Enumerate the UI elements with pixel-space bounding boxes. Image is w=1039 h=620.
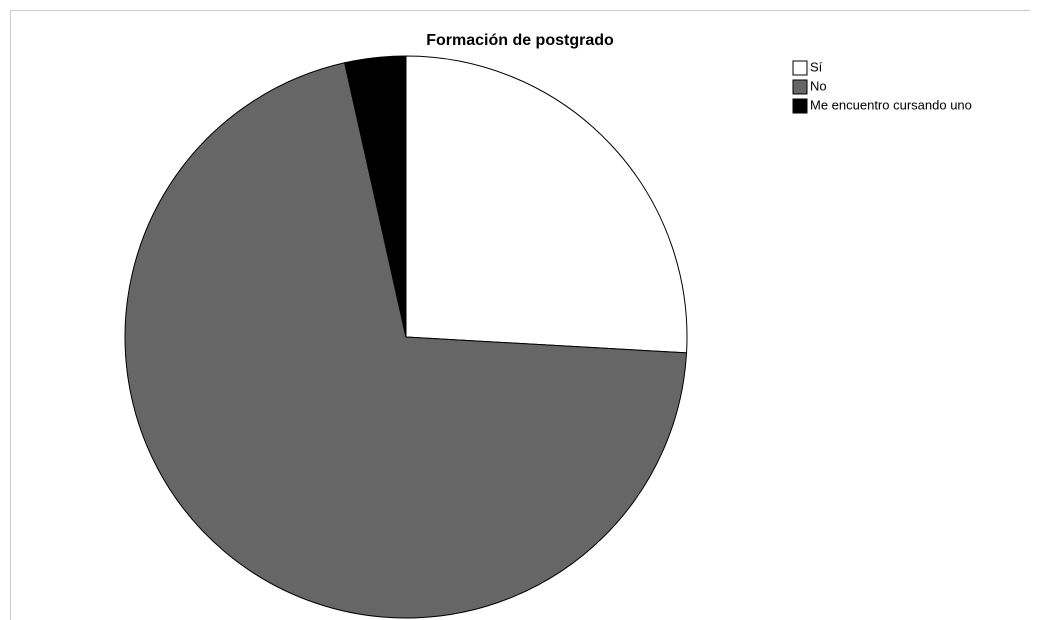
chart-title: Formación de postgrado [426,32,614,49]
pie-slice [405,55,688,354]
legend-swatch [792,98,808,114]
legend-swatch [792,79,808,95]
pie-slice [344,55,407,338]
legend-label: No [810,78,827,93]
legend-swatch [792,60,808,76]
legend-label: Sí [810,59,823,74]
pie-slice [124,62,688,619]
legend-label: Me encuentro cursando uno [810,97,972,112]
